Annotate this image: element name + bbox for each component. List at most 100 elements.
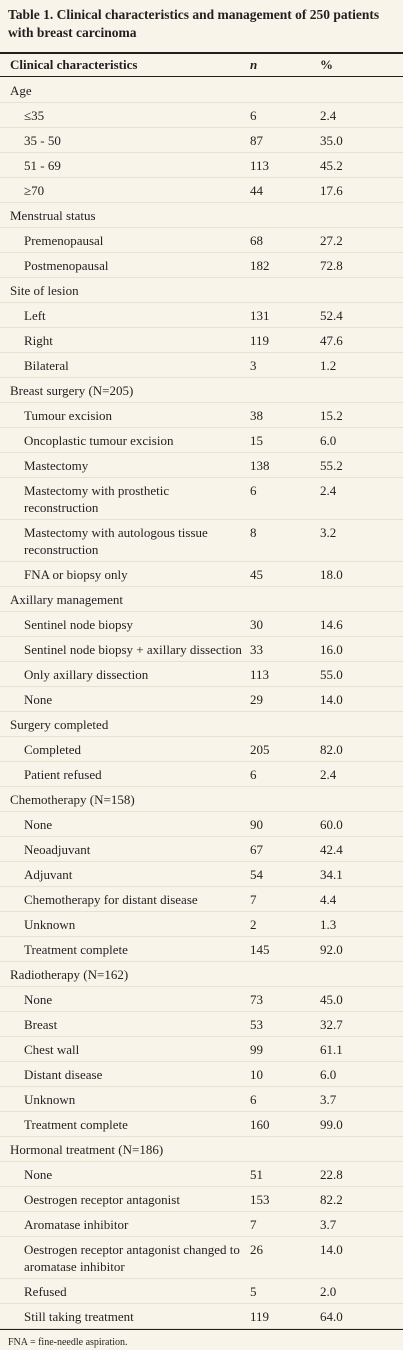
table-row: Oncoplastic tumour excision 15 6.0	[0, 428, 403, 453]
pct-cell: 72.8	[320, 257, 343, 273]
table-row: FNA or biopsy only 45 18.0	[0, 562, 403, 587]
table-row: Premenopausal 68 27.2	[0, 228, 403, 253]
section-label: Age	[10, 82, 32, 98]
row-label: 51 - 69	[24, 157, 61, 173]
row-label: Adjuvant	[24, 866, 73, 882]
row-label: Oestrogen receptor antagonist changed to…	[24, 1241, 240, 1274]
n-cell: 6	[250, 107, 257, 123]
table-row: Adjuvant 54 34.1	[0, 862, 403, 887]
pct-cell: 55.0	[320, 666, 343, 682]
table-row: Patient refused 6 2.4	[0, 762, 403, 787]
pct-cell: 52.4	[320, 307, 343, 323]
pct-cell: 3.7	[320, 1091, 337, 1107]
pct-cell: 3.2	[320, 524, 337, 540]
n-cell: 38	[250, 407, 263, 423]
row-label: None	[24, 991, 53, 1007]
row-label: Treatment complete	[24, 941, 128, 957]
pct-cell: 2.4	[320, 482, 337, 498]
row-label: Postmenopausal	[24, 257, 109, 273]
pct-cell: 14.0	[320, 1241, 343, 1257]
section-row: Breast surgery (N=205)	[0, 378, 403, 403]
table-row: Mastectomy 138 55.2	[0, 453, 403, 478]
row-label: Unknown	[24, 916, 76, 932]
section-label: Hormonal treatment (N=186)	[10, 1141, 164, 1157]
table-row: Unknown 6 3.7	[0, 1087, 403, 1112]
row-label: Left	[24, 307, 46, 323]
n-cell: 3	[250, 357, 257, 373]
section-label: Axillary management	[10, 591, 123, 607]
row-label: Neoadjuvant	[24, 841, 91, 857]
row-label: Aromatase inhibitor	[24, 1216, 129, 1232]
n-cell: 6	[250, 1091, 257, 1107]
n-cell: 45	[250, 566, 263, 582]
section-row: Radiotherapy (N=162)	[0, 962, 403, 987]
section-label: Radiotherapy (N=162)	[10, 966, 129, 982]
n-cell: 205	[250, 741, 270, 757]
row-label: Distant disease	[24, 1066, 103, 1082]
table-row: Mastectomy with prosthetic reconstructio…	[0, 478, 403, 520]
n-cell: 26	[250, 1241, 263, 1257]
table-row: None 51 22.8	[0, 1162, 403, 1187]
table-row: Postmenopausal 182 72.8	[0, 253, 403, 278]
n-cell: 29	[250, 691, 263, 707]
row-label: Oestrogen receptor antagonist	[24, 1191, 180, 1207]
row-label: Unknown	[24, 1091, 76, 1107]
row-label: Only axillary dissection	[24, 666, 149, 682]
table-row: Treatment complete 160 99.0	[0, 1112, 403, 1137]
rule	[0, 1329, 403, 1330]
row-label: None	[24, 1166, 53, 1182]
n-cell: 119	[250, 1308, 270, 1324]
table-row: Left 131 52.4	[0, 303, 403, 328]
pct-cell: 32.7	[320, 1016, 343, 1032]
n-cell: 53	[250, 1016, 263, 1032]
n-cell: 90	[250, 816, 263, 832]
row-label: Mastectomy	[24, 457, 89, 473]
rule	[0, 76, 403, 77]
row-label: Completed	[24, 741, 82, 757]
table-row: Oestrogen receptor antagonist changed to…	[0, 1237, 403, 1279]
table-row: Oestrogen receptor antagonist 153 82.2	[0, 1187, 403, 1212]
n-cell: 30	[250, 616, 263, 632]
section-label: Menstrual status	[10, 207, 96, 223]
pct-cell: 99.0	[320, 1116, 343, 1132]
row-label: Breast	[24, 1016, 58, 1032]
pct-cell: 16.0	[320, 641, 343, 657]
table-row: 51 - 69 113 45.2	[0, 153, 403, 178]
row-label: Patient refused	[24, 766, 102, 782]
table-title: Table 1. Clinical characteristics and ma…	[8, 7, 380, 40]
pct-cell: 42.4	[320, 841, 343, 857]
section-label: Site of lesion	[10, 282, 79, 298]
n-cell: 68	[250, 232, 263, 248]
section-label: Breast surgery (N=205)	[10, 382, 134, 398]
n-cell: 67	[250, 841, 263, 857]
table-row: Aromatase inhibitor 7 3.7	[0, 1212, 403, 1237]
pct-cell: 2.4	[320, 107, 337, 123]
pct-cell: 92.0	[320, 941, 343, 957]
n-cell: 113	[250, 157, 270, 173]
table-row: Bilateral 3 1.2	[0, 353, 403, 378]
pct-cell: 64.0	[320, 1308, 343, 1324]
pct-cell: 18.0	[320, 566, 343, 582]
pct-cell: 1.2	[320, 357, 337, 373]
row-label: None	[24, 691, 53, 707]
n-cell: 6	[250, 766, 257, 782]
n-cell: 33	[250, 641, 263, 657]
row-label: Sentinel node biopsy	[24, 616, 134, 632]
row-label: Mastectomy with prosthetic reconstructio…	[24, 482, 170, 515]
section-label: Chemotherapy (N=158)	[10, 791, 135, 807]
row-label: Premenopausal	[24, 232, 104, 248]
n-cell: 113	[250, 666, 270, 682]
pct-cell: 1.3	[320, 916, 337, 932]
n-cell: 5	[250, 1283, 257, 1299]
pct-cell: 55.2	[320, 457, 343, 473]
n-cell: 54	[250, 866, 263, 882]
table-row: Sentinel node biopsy + axillary dissecti…	[0, 637, 403, 662]
header-cell: %	[320, 57, 333, 72]
table-row: Chemotherapy for distant disease 7 4.4	[0, 887, 403, 912]
pct-cell: 45.0	[320, 991, 343, 1007]
table-row: None 90 60.0	[0, 812, 403, 837]
section-row: Chemotherapy (N=158)	[0, 787, 403, 812]
section-label: Surgery completed	[10, 716, 109, 732]
n-cell: 2	[250, 916, 257, 932]
